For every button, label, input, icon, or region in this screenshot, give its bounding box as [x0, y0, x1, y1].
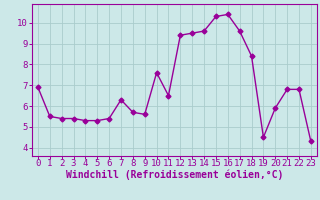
X-axis label: Windchill (Refroidissement éolien,°C): Windchill (Refroidissement éolien,°C) — [66, 169, 283, 180]
